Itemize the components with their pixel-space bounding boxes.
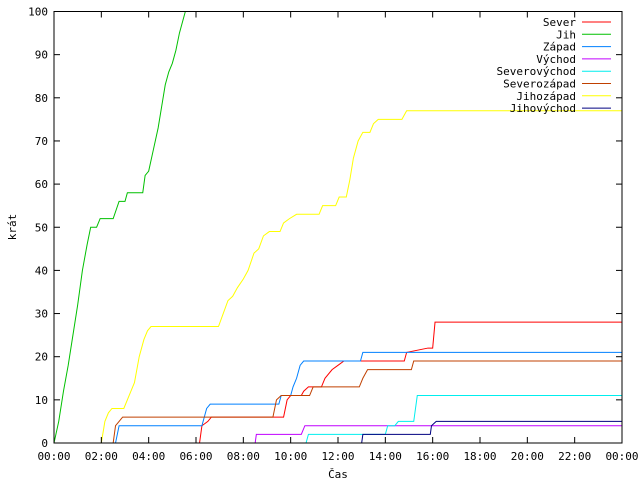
- series-line-4: [305, 395, 622, 444]
- x-tick-label: 16:00: [416, 450, 449, 463]
- y-tick-label: 10: [35, 394, 48, 407]
- y-axis-label: krát: [6, 214, 19, 241]
- x-tick-label: 18:00: [463, 450, 496, 463]
- legend-item: Západ: [543, 41, 611, 54]
- legend-item: Jihozápad: [516, 90, 611, 103]
- ticks-layer: 00:00 02:00 04:00 06:00 08:00 10:00 12:00 14:00…: [28, 6, 638, 464]
- y-tick-label: 50: [35, 221, 48, 234]
- y-tick-label: 90: [35, 49, 48, 62]
- series-line-1: [53, 11, 186, 444]
- series-line-6: [100, 110, 622, 444]
- y-tick-label: 30: [35, 308, 48, 321]
- legend-item: Východ: [536, 53, 611, 66]
- legend-item: Severovýchod: [497, 65, 611, 78]
- legend-item: Jih: [556, 28, 611, 41]
- x-tick-label: 02:00: [85, 450, 118, 463]
- x-tick-label: 08:00: [227, 450, 260, 463]
- legend: SeverJihZápadVýchodSeverovýchodSeverozáp…: [497, 16, 611, 115]
- legend-item: Severozápad: [503, 78, 611, 91]
- legend-label: Východ: [536, 53, 576, 66]
- series-line-7: [361, 420, 622, 444]
- x-tick-label: 22:00: [558, 450, 591, 463]
- legend-label: Sever: [543, 16, 576, 29]
- x-tick-label: 14:00: [369, 450, 402, 463]
- y-tick-label: 20: [35, 351, 48, 364]
- y-tick-label: 60: [35, 178, 48, 191]
- x-tick-label: 20:00: [511, 450, 544, 463]
- y-tick-label: 80: [35, 92, 48, 105]
- series-layer: [53, 11, 622, 444]
- legend-label: Severovýchod: [497, 65, 576, 78]
- series-line-3: [254, 425, 622, 444]
- x-tick-label: 12:00: [321, 450, 354, 463]
- legend-label: Jih: [556, 28, 576, 41]
- x-axis-label: Čas: [328, 468, 348, 480]
- x-tick-label: 10:00: [274, 450, 307, 463]
- x-tick-label: 06:00: [179, 450, 212, 463]
- y-tick-label: 0: [41, 437, 48, 450]
- legend-item: Jihovýchod: [510, 102, 611, 115]
- series-line-5: [112, 360, 622, 444]
- x-tick-label: 00:00: [37, 450, 70, 463]
- legend-label: Jihovýchod: [510, 102, 576, 115]
- y-tick-label: 40: [35, 264, 48, 277]
- legend-label: Západ: [543, 41, 576, 54]
- y-tick-label: 70: [35, 135, 48, 148]
- legend-label: Severozápad: [503, 78, 576, 91]
- legend-item: Sever: [543, 16, 611, 29]
- x-tick-label: 04:00: [132, 450, 165, 463]
- x-tick-label: 00:00: [605, 450, 638, 463]
- y-tick-label: 100: [28, 6, 48, 19]
- legend-label: Jihozápad: [516, 90, 576, 103]
